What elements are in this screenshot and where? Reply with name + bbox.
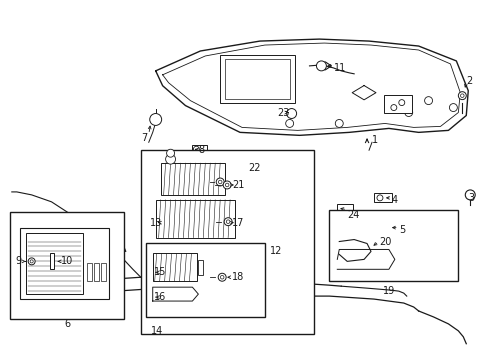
Circle shape <box>225 183 229 187</box>
Bar <box>49 253 54 269</box>
Circle shape <box>391 105 397 111</box>
Bar <box>379 223 397 231</box>
Circle shape <box>449 104 457 112</box>
Bar <box>146 243 265 317</box>
Circle shape <box>257 169 267 179</box>
Bar <box>161 163 225 195</box>
Circle shape <box>167 149 174 157</box>
Circle shape <box>220 275 224 279</box>
Circle shape <box>194 146 199 152</box>
Bar <box>193 145 207 153</box>
Bar <box>20 228 109 299</box>
Circle shape <box>216 178 224 186</box>
Circle shape <box>405 109 413 117</box>
Text: 21: 21 <box>232 180 245 190</box>
Bar <box>87 264 92 281</box>
Text: 16: 16 <box>154 292 166 302</box>
Text: 10: 10 <box>61 256 74 266</box>
Circle shape <box>377 195 383 201</box>
Circle shape <box>226 220 230 224</box>
Circle shape <box>286 120 294 127</box>
Circle shape <box>28 258 35 265</box>
Circle shape <box>466 190 475 200</box>
Bar <box>25 233 83 294</box>
Circle shape <box>287 109 296 118</box>
Text: 11: 11 <box>334 63 346 73</box>
Text: 6: 6 <box>64 319 71 329</box>
Bar <box>329 210 458 281</box>
Text: 19: 19 <box>383 286 395 296</box>
Text: 23: 23 <box>277 108 289 117</box>
Circle shape <box>223 181 231 189</box>
Text: 14: 14 <box>151 326 163 336</box>
Bar <box>141 150 315 334</box>
Bar <box>384 95 412 113</box>
Bar <box>220 55 294 103</box>
Bar <box>153 253 197 281</box>
Bar <box>156 200 235 238</box>
Bar <box>10 212 124 319</box>
Circle shape <box>425 96 433 105</box>
Circle shape <box>219 180 222 184</box>
Circle shape <box>461 94 464 98</box>
Bar <box>12 261 20 267</box>
Circle shape <box>150 113 162 125</box>
Text: 1: 1 <box>372 135 378 145</box>
Text: 7: 7 <box>141 133 147 143</box>
Bar <box>225 59 290 99</box>
Text: 3: 3 <box>468 193 474 203</box>
Text: 13: 13 <box>150 218 162 228</box>
Bar <box>374 193 392 202</box>
Circle shape <box>317 61 326 71</box>
Text: 4: 4 <box>392 195 398 205</box>
Circle shape <box>335 120 343 127</box>
Text: 8: 8 <box>198 145 204 155</box>
Circle shape <box>166 154 175 164</box>
Circle shape <box>224 218 232 226</box>
Text: 18: 18 <box>232 272 245 282</box>
Bar <box>198 260 203 275</box>
Text: 22: 22 <box>248 163 261 173</box>
Text: 5: 5 <box>399 225 405 235</box>
Text: 2: 2 <box>466 76 472 86</box>
Circle shape <box>399 100 405 105</box>
Text: 12: 12 <box>270 247 282 256</box>
Circle shape <box>30 260 33 263</box>
Bar <box>101 264 106 281</box>
Circle shape <box>382 225 388 231</box>
Text: 17: 17 <box>232 218 245 228</box>
Text: 24: 24 <box>347 210 360 220</box>
Circle shape <box>458 92 466 100</box>
Text: 9: 9 <box>16 256 22 266</box>
Bar <box>12 248 20 255</box>
Circle shape <box>218 273 226 281</box>
Bar <box>337 204 353 212</box>
Bar <box>94 264 99 281</box>
Text: 20: 20 <box>379 237 392 247</box>
Text: 15: 15 <box>154 267 166 277</box>
